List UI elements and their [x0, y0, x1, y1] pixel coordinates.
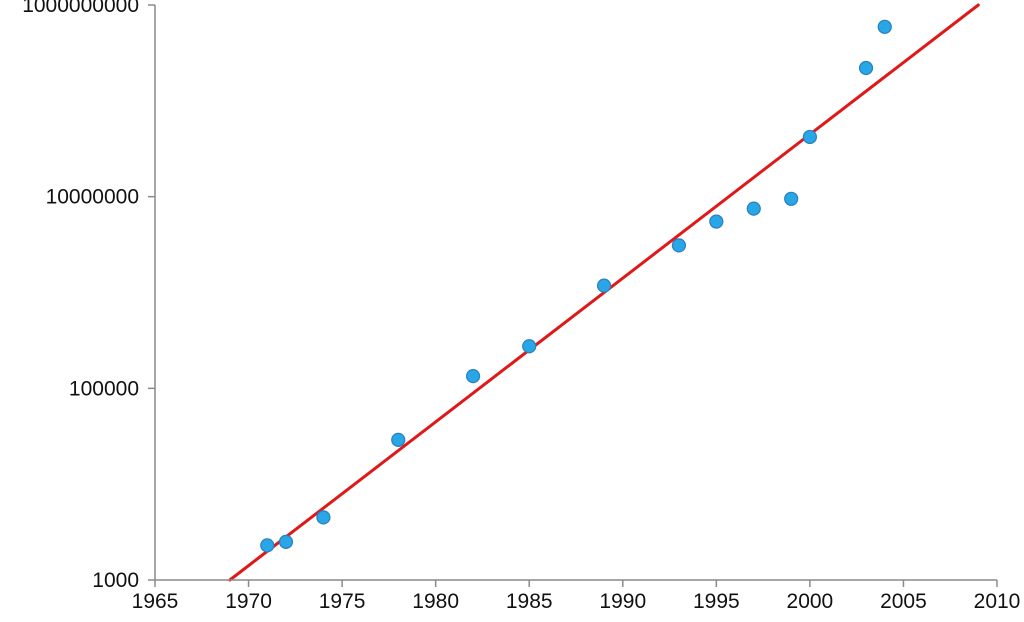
data-point	[596, 278, 612, 293]
x-tick-label: 2010	[974, 590, 1021, 613]
y-tick-label: 10000000	[46, 186, 139, 209]
y-tick-label: 100000	[69, 377, 139, 400]
x-tick-label: 1970	[225, 590, 272, 613]
data-point	[671, 238, 687, 253]
data-point	[465, 369, 481, 384]
data-point	[316, 510, 331, 525]
data-point	[784, 191, 799, 206]
y-tick-label: 1000000000	[22, 0, 139, 17]
x-tick-label: 1995	[693, 590, 740, 613]
y-tick-label: 1000	[92, 569, 139, 592]
x-tick-label: 2005	[880, 590, 927, 613]
data-point	[709, 214, 724, 229]
axes-layer	[154, 5, 997, 581]
data-point	[391, 432, 406, 447]
x-tick-label: 1985	[506, 590, 553, 613]
x-axis-ticks: 1965 1970 1975 1980 1985 1990 1995 2000 2005 2010	[132, 580, 1021, 613]
data-point	[802, 129, 817, 145]
x-tick-label: 1975	[319, 590, 366, 613]
x-tick-label: 1980	[412, 590, 459, 613]
data-point	[278, 534, 294, 549]
y-axis-ticks: 1000 100000 10000000 1000000000	[22, 0, 155, 592]
x-tick-label: 2000	[787, 590, 834, 613]
data-point	[522, 339, 537, 354]
x-tick-label: 1990	[599, 590, 646, 613]
x-tick-label: 1965	[132, 590, 179, 613]
data-point	[746, 201, 761, 216]
data-point	[260, 538, 275, 553]
data-points-layer	[260, 19, 892, 553]
data-point	[877, 19, 892, 34]
data-point	[858, 60, 874, 76]
